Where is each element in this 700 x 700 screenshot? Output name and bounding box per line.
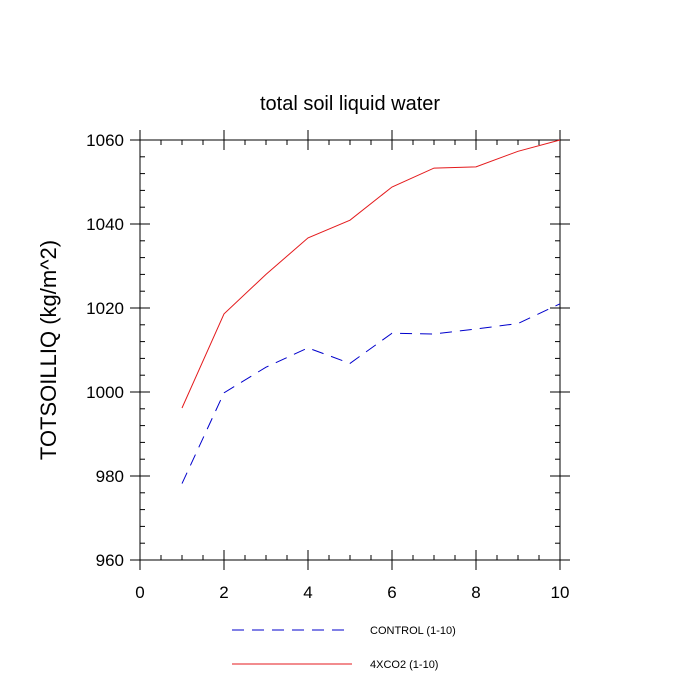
y-tick-label: 980 — [96, 467, 124, 486]
x-tick-label: 6 — [387, 583, 396, 602]
y-tick-label: 1020 — [86, 299, 124, 318]
y-tick-label: 1040 — [86, 215, 124, 234]
plot-frame — [139, 139, 561, 561]
x-tick-label: 0 — [135, 583, 144, 602]
series-lines — [181, 139, 561, 484]
x-tick-label: 4 — [303, 583, 312, 602]
legend: CONTROL (1-10) 4XCO2 (1-10) — [232, 625, 456, 671]
legend-label: CONTROL (1-10) — [370, 625, 456, 637]
y-tick-label: 1060 — [86, 131, 124, 150]
axis-tick-labels: 0 2 4 6 8 10 960 980 1000 1020 1040 1060 — [86, 131, 569, 602]
series-line-control — [181, 303, 561, 484]
axis-ticks — [130, 130, 570, 570]
x-tick-label: 10 — [551, 583, 570, 602]
x-tick-label: 2 — [219, 583, 228, 602]
x-tick-label: 8 — [471, 583, 480, 602]
series-line-4xco2 — [181, 139, 561, 409]
chart-title: total soil liquid water — [260, 93, 440, 115]
y-axis-label: TOTSOILLIQ (kg/m^2) — [36, 240, 61, 460]
y-tick-label: 960 — [96, 551, 124, 570]
y-tick-label: 1000 — [86, 383, 124, 402]
legend-label: 4XCO2 (1-10) — [370, 659, 438, 671]
